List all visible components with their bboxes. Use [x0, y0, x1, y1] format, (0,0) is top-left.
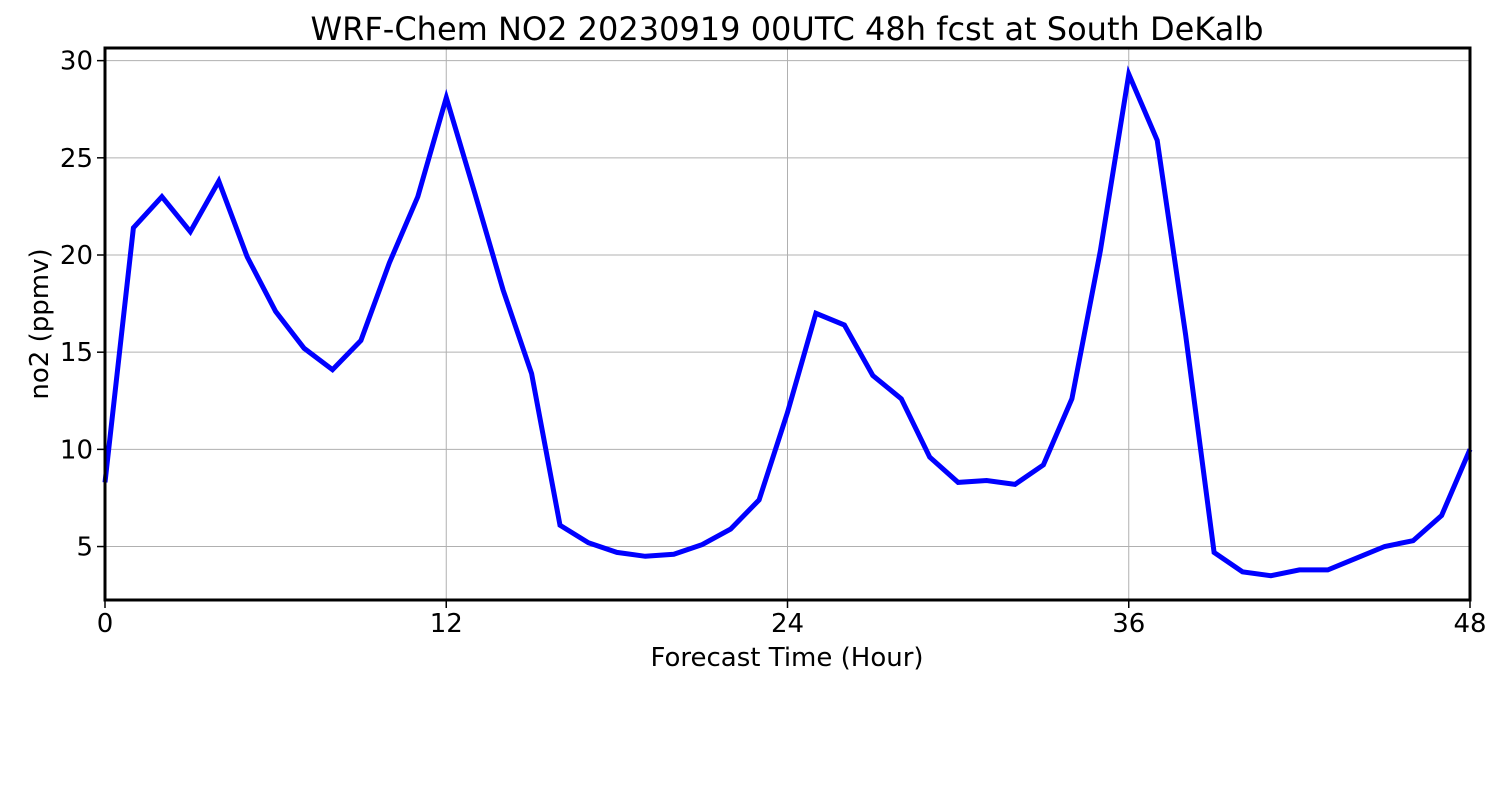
y-tick-label: 30	[60, 47, 93, 77]
y-tick-label: 10	[60, 435, 93, 465]
plot-area	[102, 65, 1473, 579]
y-tick-label: 20	[60, 241, 93, 271]
x-tick-label: 12	[430, 609, 463, 639]
y-tick-label: 5	[76, 533, 93, 563]
x-axis-label: Forecast Time (Hour)	[650, 643, 923, 673]
x-tick-label: 48	[1453, 609, 1486, 639]
x-tick-label: 24	[771, 609, 804, 639]
chart-title: WRF-Chem NO2 20230919 00UTC 48h fcst at …	[311, 10, 1264, 48]
y-tick-label: 15	[60, 338, 93, 368]
x-tick-label: 36	[1112, 609, 1145, 639]
x-axis: 0 12 24 36 48	[97, 600, 1487, 639]
y-axis: 5 10 15 20 25 30	[60, 47, 105, 563]
y-axis-label: no2 (ppmv)	[25, 248, 55, 399]
x-tick-label: 0	[97, 609, 114, 639]
y-tick-label: 25	[60, 144, 93, 174]
no2-series-line	[102, 65, 1473, 579]
grid	[104, 48, 1471, 600]
